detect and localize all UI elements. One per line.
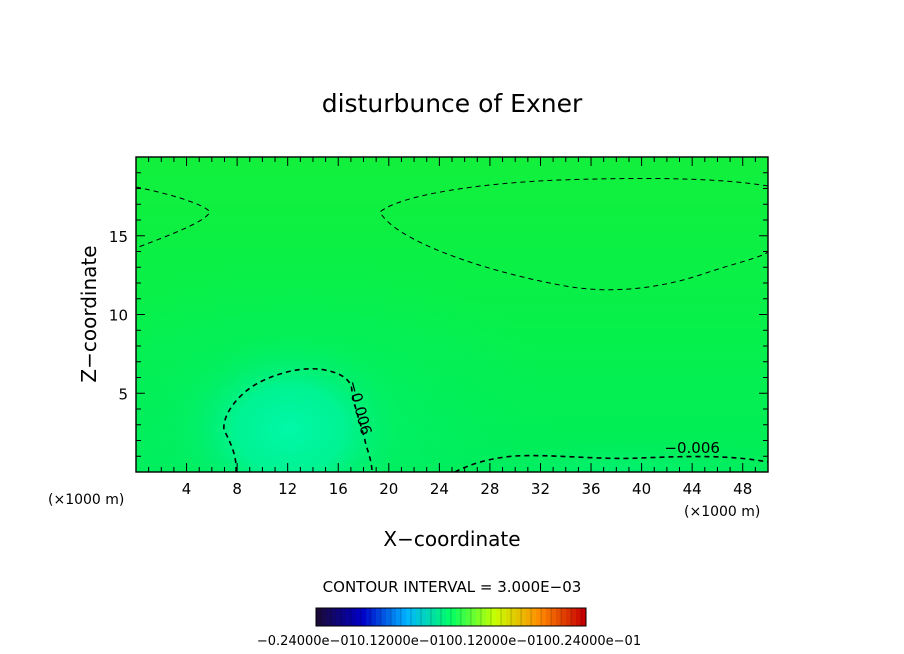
colorbar-swatch: [356, 608, 362, 626]
x-unit-label: (×1000 m): [684, 504, 760, 520]
x-tick-label: 20: [379, 480, 398, 498]
colorbar-swatch: [561, 608, 567, 626]
x-tick-label: 12: [278, 480, 297, 498]
x-tick-label: 28: [480, 480, 499, 498]
colorbar-swatch: [446, 608, 452, 626]
x-tick-label: 36: [581, 480, 600, 498]
x-tick-label: 40: [632, 480, 651, 498]
colorbar-swatch: [396, 608, 402, 626]
colorbar-swatch: [551, 608, 557, 626]
colorbar-swatch: [346, 608, 352, 626]
colorbar-swatch: [441, 608, 447, 626]
colorbar-swatch: [366, 608, 372, 626]
colorbar-swatch: [436, 608, 442, 626]
colorbar-swatch: [381, 608, 387, 626]
colorbar-swatch: [556, 608, 562, 626]
colorbar-swatch: [471, 608, 477, 626]
colorbar-swatch: [481, 608, 487, 626]
colorbar-swatch: [581, 608, 587, 626]
colorbar-frame: [315, 607, 587, 627]
colorbar-swatch: [326, 608, 332, 626]
contour-interval: CONTOUR INTERVAL = 3.000E−03: [323, 578, 582, 596]
colorbar-swatch: [456, 608, 462, 626]
x-axis-label: X−coordinate: [383, 527, 520, 551]
colorbar-swatch: [426, 608, 432, 626]
x-tick-labels: 4 8 12 16 20 24 28 32 36 40 44 48: [182, 480, 752, 498]
colorbar-swatch: [391, 608, 397, 626]
colorbar-swatch: [411, 608, 417, 626]
colorbar-swatch: [416, 608, 422, 626]
field-cyan-core: [170, 335, 410, 472]
colorbar-swatch: [486, 608, 492, 626]
colorbar-swatch: [331, 608, 337, 626]
x-tick-label: 8: [232, 480, 242, 498]
y-tick-label: 10: [109, 307, 128, 325]
colorbar-swatch: [341, 608, 347, 626]
axis-ticks: [136, 157, 768, 472]
colorbar-swatch: [566, 608, 572, 626]
colorbar-swatch: [521, 608, 527, 626]
colorbar-swatch: [541, 608, 547, 626]
contour-neg006-left: [223, 367, 373, 472]
colorbar: [315, 607, 587, 627]
colorbar-swatch: [431, 608, 437, 626]
colorbar-swatch: [386, 608, 392, 626]
colorbar-swatch: [576, 608, 582, 626]
contour-label: −0.006: [664, 439, 720, 457]
colorbar-swatch: [316, 608, 322, 626]
colorbar-swatch: [406, 608, 412, 626]
colorbar-swatch: [371, 608, 377, 626]
colorbar-swatch: [421, 608, 427, 626]
colorbar-swatch: [546, 608, 552, 626]
y-tick-label: 15: [109, 228, 128, 246]
y-tick-labels: 5 10 15: [109, 228, 128, 404]
field-bottom-right: [420, 435, 768, 472]
colorbar-swatch: [496, 608, 502, 626]
contour-neg006-right: [454, 454, 768, 472]
x-tick-label: 32: [531, 480, 550, 498]
colorbar-swatch: [451, 608, 457, 626]
x-tick-label: 48: [733, 480, 752, 498]
colorbar-swatch: [516, 608, 522, 626]
colorbar-swatch: [466, 608, 472, 626]
colorbar-swatch: [476, 608, 482, 626]
colorbar-swatch: [461, 608, 467, 626]
colorbar-swatch: [511, 608, 517, 626]
contour-lines: [136, 177, 768, 472]
y-unit-label: (×1000 m): [48, 492, 124, 508]
colorbar-swatch: [526, 608, 532, 626]
chart-title: disturbunce of Exner: [322, 89, 583, 118]
colorbar-swatch: [401, 608, 407, 626]
contour-top-right: [379, 177, 768, 291]
plot-area: [136, 157, 768, 472]
y-tick-label: 5: [118, 385, 128, 403]
colorbar-swatch: [501, 608, 507, 626]
x-tick-label: 44: [683, 480, 702, 498]
y-axis-label: Z−coordinate: [77, 245, 101, 382]
colorbar-swatch: [531, 608, 537, 626]
colorbar-tick-labels: −0.24000e−010.12000e−0100.12000e−0100.24…: [257, 634, 641, 649]
colorbar-swatch: [361, 608, 367, 626]
colorbar-swatch: [351, 608, 357, 626]
x-tick-label: 4: [182, 480, 192, 498]
colorbar-swatch: [336, 608, 342, 626]
x-tick-label: 24: [430, 480, 449, 498]
colorbar-swatch: [506, 608, 512, 626]
colorbar-swatch: [321, 608, 327, 626]
colorbar-swatch: [491, 608, 497, 626]
colorbar-swatch: [571, 608, 577, 626]
colorbar-swatch: [376, 608, 382, 626]
colorbar-swatch: [536, 608, 542, 626]
x-tick-label: 16: [329, 480, 348, 498]
